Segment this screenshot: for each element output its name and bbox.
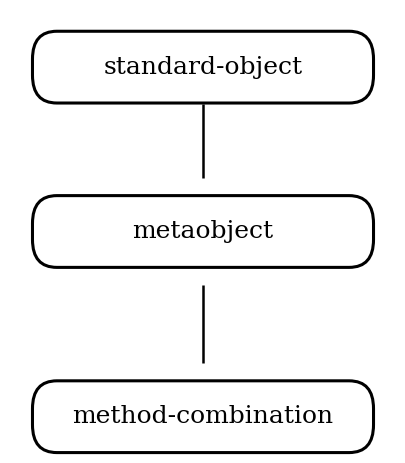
- FancyBboxPatch shape: [32, 381, 373, 453]
- Text: method-combination: method-combination: [72, 405, 333, 428]
- Text: standard-object: standard-object: [103, 56, 302, 79]
- Text: metaobject: metaobject: [132, 220, 273, 243]
- FancyBboxPatch shape: [32, 31, 373, 103]
- FancyBboxPatch shape: [32, 195, 373, 267]
